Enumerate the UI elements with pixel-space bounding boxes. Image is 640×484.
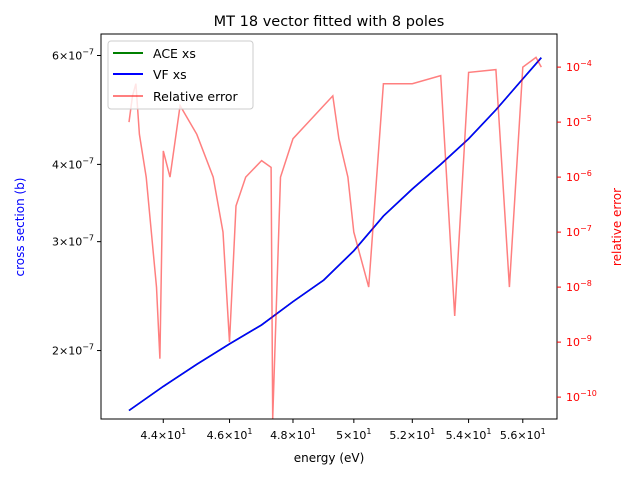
legend-box (107, 40, 254, 110)
right-tick-label-3: 10−7 (566, 224, 592, 239)
legend-label-error: Relative error (153, 89, 239, 104)
x-tick-label-2: 4.8×101 (270, 427, 316, 442)
series-line-1 (128, 57, 542, 412)
x-axis-label: energy (eV) (294, 451, 365, 465)
right-tick-label-5: 10−5 (566, 114, 592, 129)
left-axis-label: cross section (b) (13, 178, 27, 277)
x-tick-label-1: 4.6×101 (207, 427, 253, 442)
right-tick-label-4: 10−6 (566, 169, 592, 184)
series-line-2 (128, 56, 542, 419)
plot-frame (100, 33, 558, 420)
right-axis-label: relative error (610, 188, 624, 266)
left-axis-ticks: 2×10−7 3×10−7 4×10−7 6×10−7 (52, 47, 101, 358)
left-tick-label-0: 2×10−7 (52, 343, 94, 358)
legend: ACE xs VF xs Relative error (107, 40, 254, 110)
x-tick-label-6: 5.6×101 (500, 427, 546, 442)
right-tick-label-1: 10−9 (566, 334, 592, 349)
x-tick-label-0: 4.4×101 (140, 427, 186, 442)
x-tick-label-5: 5.4×101 (446, 427, 492, 442)
left-tick-label-1: 3×10−7 (52, 234, 94, 249)
legend-label-ace: ACE xs (153, 46, 196, 61)
left-tick-label-3: 6×10−7 (52, 47, 94, 62)
x-tick-label-4: 5.2×101 (389, 427, 435, 442)
right-tick-label-0: 10−10 (566, 389, 597, 404)
legend-label-vf: VF xs (153, 67, 187, 82)
right-axis-ticks: 10−10 10−9 10−8 10−7 10−6 10−5 10−4 (557, 59, 597, 404)
chart-title: MT 18 vector fitted with 8 poles (214, 14, 445, 30)
x-axis-ticks: 4.4×101 4.6×101 4.8×101 5×101 5.2×101 5.4×101… (140, 419, 546, 442)
right-tick-label-6: 10−4 (566, 59, 592, 74)
series-layer (128, 56, 542, 419)
right-tick-label-2: 10−8 (566, 279, 592, 294)
x-tick-label-3: 5×101 (336, 427, 371, 442)
left-tick-label-2: 4×10−7 (52, 156, 94, 171)
